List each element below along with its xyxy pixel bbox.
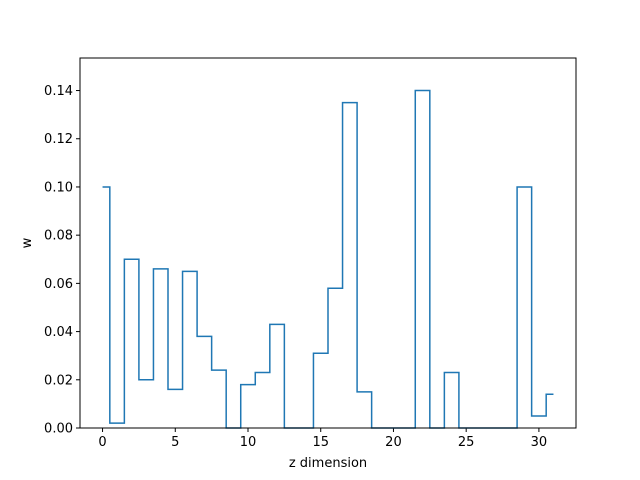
plot-area — [80, 58, 576, 428]
y-tick-label: 0.02 — [44, 373, 73, 388]
x-tick-label: 25 — [458, 435, 475, 450]
plot-frame — [79, 57, 577, 429]
x-tick-label: 5 — [171, 435, 179, 450]
ticks: 0 5 10 15 20 25 30 0.00 0.02 0.04 0.06 0.08 0.10 0.12… — [44, 84, 547, 450]
y-tick-label: 0.06 — [44, 277, 73, 292]
x-tick-label: 10 — [240, 435, 257, 450]
x-tick-label: 15 — [312, 435, 329, 450]
y-tick-label: 0.10 — [44, 180, 73, 195]
x-tick-label: 0 — [98, 435, 106, 450]
y-axis-label: w — [20, 237, 35, 248]
x-tick-label: 20 — [385, 435, 402, 450]
y-tick-label: 0.12 — [44, 132, 73, 147]
x-tick-label: 30 — [531, 435, 548, 450]
y-tick-label: 0.04 — [44, 325, 73, 340]
y-tick-label: 0.14 — [44, 84, 73, 99]
y-tick-label: 0.08 — [44, 229, 73, 244]
y-tick-label: 0.00 — [44, 422, 73, 437]
x-axis-label: z dimension — [289, 456, 367, 471]
